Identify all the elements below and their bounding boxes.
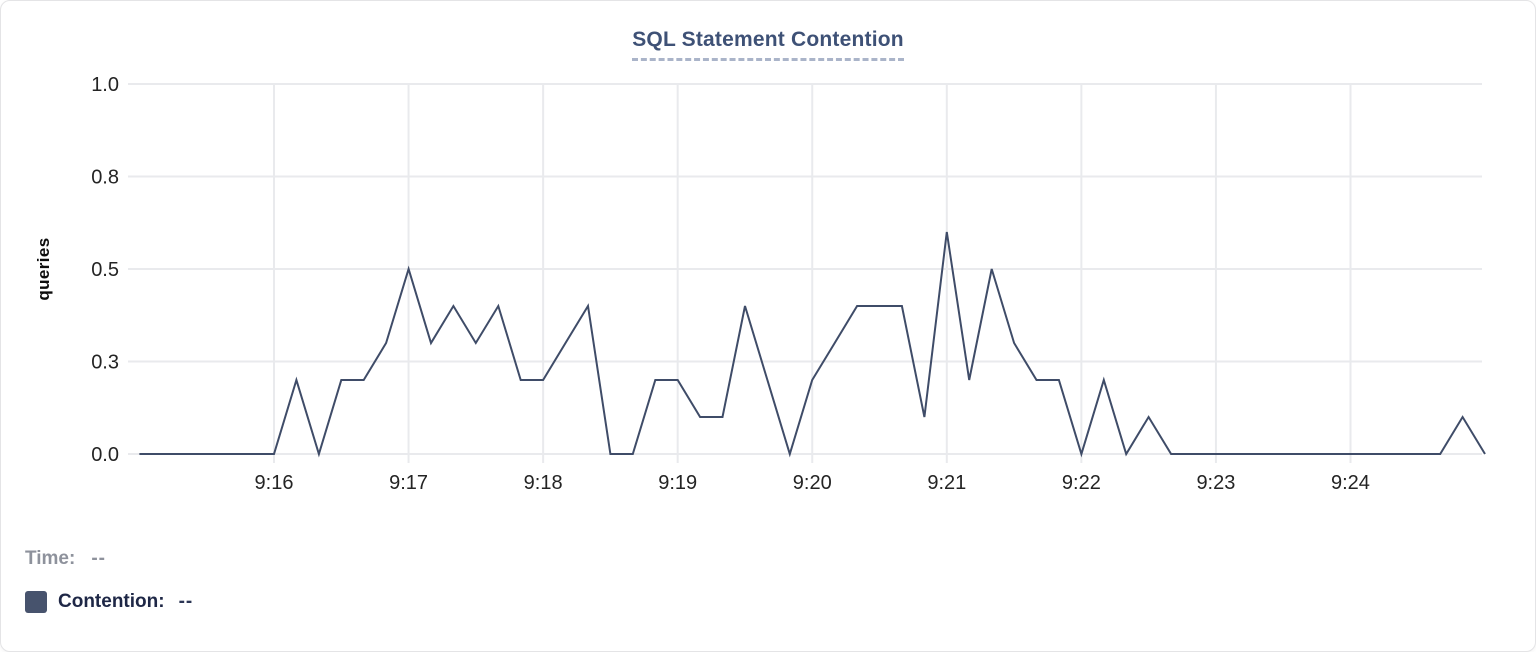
chart-title[interactable]: SQL Statement Contention xyxy=(632,28,904,61)
x-tick-label: 9:16 xyxy=(255,472,294,494)
tooltip-time-label: Time: xyxy=(25,548,76,569)
x-tick-label: 9:23 xyxy=(1196,472,1235,494)
x-tick-label: 9:20 xyxy=(793,472,832,494)
legend-color-swatch xyxy=(25,591,47,613)
x-tick-label: 9:19 xyxy=(658,472,697,494)
y-axis-label: queries xyxy=(34,237,53,300)
x-tick-label: 9:22 xyxy=(1062,472,1101,494)
legend-contention-label: Contention: xyxy=(58,591,165,612)
x-tick-label: 9:17 xyxy=(389,472,428,494)
legend-contention-row: Contention: -- xyxy=(25,591,193,613)
tooltip-time-row: Time: -- xyxy=(25,548,106,570)
contention-series-line xyxy=(139,231,1486,458)
y-tick-label: 0.8 xyxy=(91,167,119,189)
y-tick-label: 0.5 xyxy=(91,259,119,281)
y-tick-label: 0.3 xyxy=(91,352,119,374)
x-tick-label: 9:21 xyxy=(927,472,966,494)
y-tick-label: 0.0 xyxy=(91,444,119,466)
y-tick-label: 1.0 xyxy=(91,74,119,96)
x-tick-label: 9:24 xyxy=(1331,472,1370,494)
chart-title-wrap: SQL Statement Contention xyxy=(1,28,1535,61)
tooltip-time-value: -- xyxy=(91,548,106,569)
x-tick-label: 9:18 xyxy=(524,472,563,494)
legend-contention-value: -- xyxy=(178,591,194,612)
contention-line-chart[interactable]: 0.0 0.3 0.5 0.8 1.0 9:16 9:17 9:18 9:19 9:20 9:21 9… xyxy=(1,1,1536,541)
